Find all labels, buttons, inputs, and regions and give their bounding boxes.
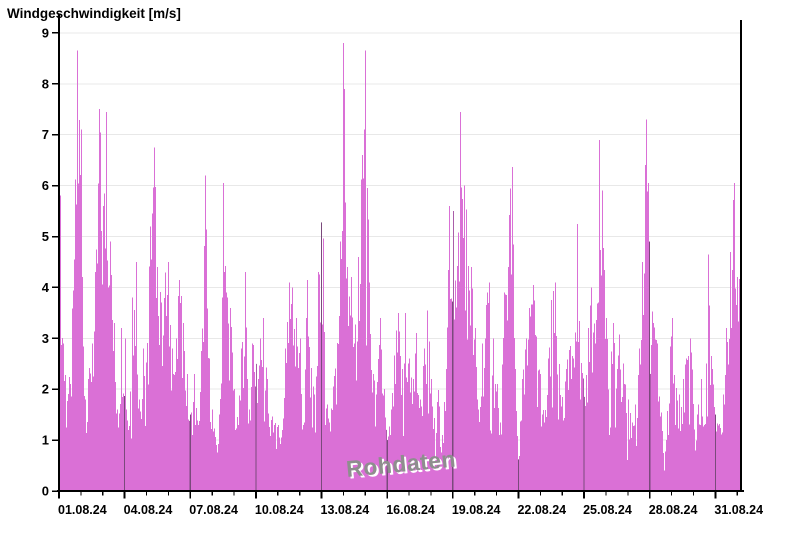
x-axis-label: 04.08.24 xyxy=(124,503,173,517)
chart-title: Windgeschwindigkeit [m/s] xyxy=(7,6,181,21)
x-axis-label: 25.08.24 xyxy=(583,503,632,517)
plot-area: 0 1 2 3 4 5 6 7 8 9 01.08.24 04.08.24 07.08.24 10.08.… xyxy=(42,14,763,517)
y-axis-label: 6 xyxy=(42,178,49,193)
y-axis-label: 4 xyxy=(42,280,50,295)
x-axis-label: 31.08.24 xyxy=(714,503,763,517)
x-axis-label: 07.08.24 xyxy=(189,503,238,517)
x-axis-label: 13.08.24 xyxy=(321,503,370,517)
y-axis-label: 2 xyxy=(42,382,49,397)
x-axis-label: 19.08.24 xyxy=(452,503,501,517)
wind-speed-area-series xyxy=(59,43,741,491)
x-axis-label: 01.08.24 xyxy=(58,503,107,517)
y-axis-label: 0 xyxy=(42,484,49,499)
x-axis-label: 16.08.24 xyxy=(386,503,435,517)
y-axis-label: 1 xyxy=(42,433,49,448)
x-axis-label: 28.08.24 xyxy=(649,503,698,517)
y-axis-label: 5 xyxy=(42,229,49,244)
y-axis-label: 8 xyxy=(42,76,49,91)
y-axis-label: 9 xyxy=(42,25,49,40)
x-axis-label: 10.08.24 xyxy=(255,503,304,517)
y-axis-label: 3 xyxy=(42,331,49,346)
x-axis-label: 22.08.24 xyxy=(517,503,566,517)
y-axis-label: 7 xyxy=(42,127,49,142)
